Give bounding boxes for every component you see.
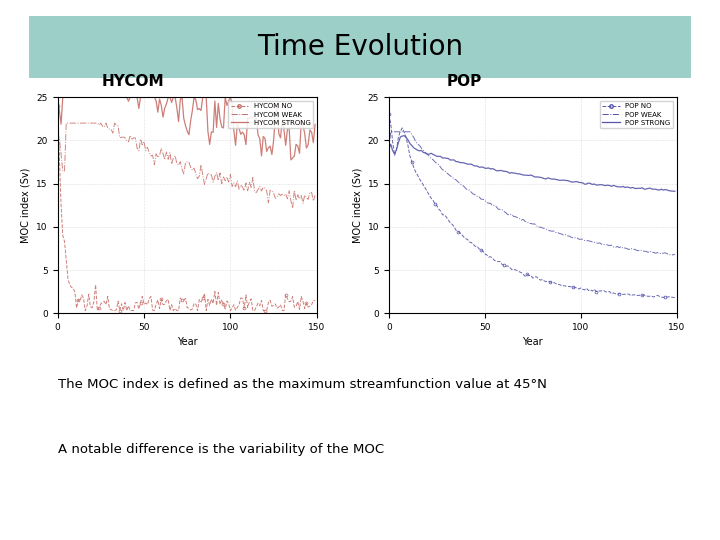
Y-axis label: MOC index (Sv): MOC index (Sv) bbox=[352, 167, 362, 243]
Legend: HYCOM NO, HYCOM WEAK, HYCOM STRONG: HYCOM NO, HYCOM WEAK, HYCOM STRONG bbox=[228, 100, 313, 129]
Text: Time Evolution: Time Evolution bbox=[257, 33, 463, 61]
Text: HYCOM: HYCOM bbox=[102, 74, 164, 89]
X-axis label: Year: Year bbox=[523, 338, 543, 347]
Y-axis label: MOC index (Sv): MOC index (Sv) bbox=[21, 167, 31, 243]
Text: The MOC index is defined as the maximum streamfunction value at 45°N: The MOC index is defined as the maximum … bbox=[58, 378, 546, 391]
Legend: POP NO, POP WEAK, POP STRONG: POP NO, POP WEAK, POP STRONG bbox=[600, 100, 673, 129]
Text: A notable difference is the variability of the MOC: A notable difference is the variability … bbox=[58, 443, 384, 456]
X-axis label: Year: Year bbox=[177, 338, 197, 347]
Text: POP: POP bbox=[447, 74, 482, 89]
